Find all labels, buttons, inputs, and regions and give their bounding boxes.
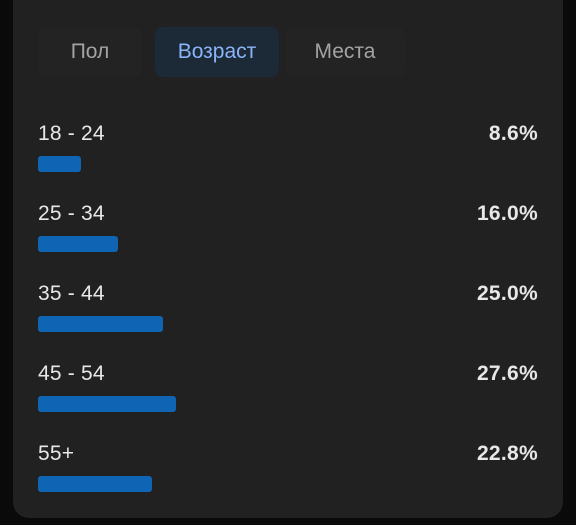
age-row: 25 - 34 16.0% xyxy=(38,202,538,262)
tab-age[interactable]: Возраст xyxy=(155,27,279,77)
bar-track xyxy=(38,156,538,172)
age-percent-value: 27.6% xyxy=(476,362,538,385)
age-row: 45 - 54 27.6% xyxy=(38,362,538,422)
age-row: 35 - 44 25.0% xyxy=(38,282,538,342)
age-bar xyxy=(38,396,176,412)
bar-track xyxy=(38,236,538,252)
age-percent-value: 25.0% xyxy=(476,282,538,305)
age-range-label: 45 - 54 xyxy=(38,362,105,385)
age-distribution-card xyxy=(13,0,563,518)
age-range-label: 25 - 34 xyxy=(38,202,105,225)
age-percent-value: 8.6% xyxy=(488,122,538,145)
age-range-label: 35 - 44 xyxy=(38,282,105,305)
bar-track xyxy=(38,396,538,412)
age-range-label: 55+ xyxy=(38,442,75,465)
age-percent-value: 16.0% xyxy=(476,202,538,225)
age-row: 18 - 24 8.6% xyxy=(38,122,538,182)
segment-tabs: Пол Возраст Места xyxy=(38,27,405,77)
age-bar xyxy=(38,236,118,252)
age-bar xyxy=(38,156,81,172)
tab-places[interactable]: Места xyxy=(285,27,405,77)
age-range-label: 18 - 24 xyxy=(38,122,105,145)
bar-track xyxy=(38,476,538,492)
bar-track xyxy=(38,316,538,332)
tab-gender[interactable]: Пол xyxy=(38,27,142,77)
age-bar xyxy=(38,316,163,332)
age-bar xyxy=(38,476,152,492)
age-row: 55+ 22.8% xyxy=(38,442,538,502)
age-percent-value: 22.8% xyxy=(476,442,538,465)
